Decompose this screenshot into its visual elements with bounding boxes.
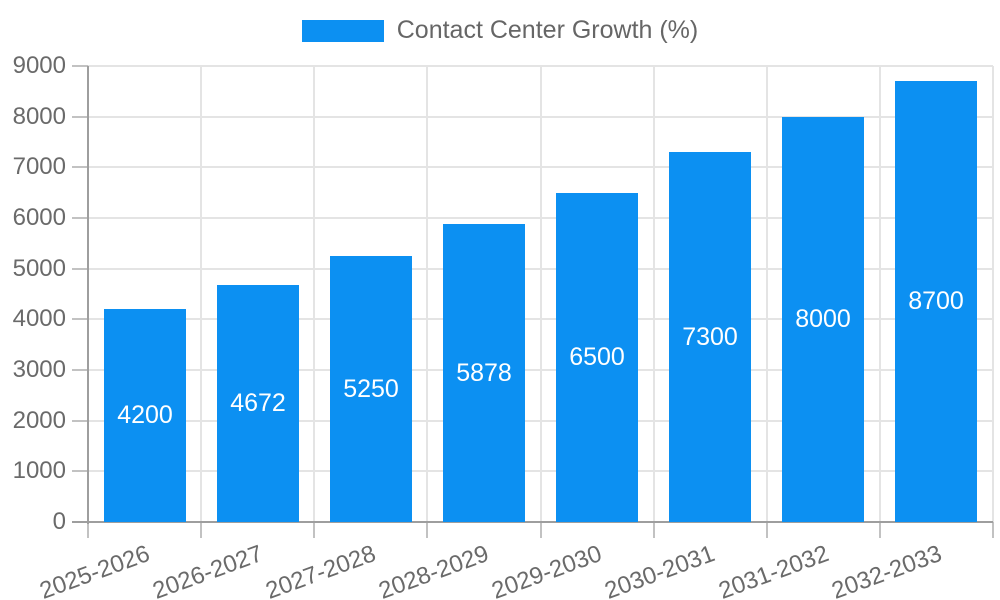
y-tick-mark bbox=[72, 470, 88, 473]
bar-value-label: 6500 bbox=[569, 343, 625, 371]
y-tick-mark bbox=[72, 267, 88, 270]
bar-value-label: 7300 bbox=[682, 322, 738, 351]
legend-label: Contact Center Growth (%) bbox=[396, 16, 699, 44]
bar[interactable]: 4200 bbox=[104, 309, 186, 522]
y-axis-line bbox=[87, 66, 89, 524]
y-tick-label: 0 bbox=[52, 508, 66, 535]
bar-value-label: 8700 bbox=[908, 287, 964, 315]
y-tick-label: 9000 bbox=[12, 52, 66, 79]
bar-value-label: 5250 bbox=[343, 374, 399, 403]
x-tick-label: 2031-2032 bbox=[714, 540, 832, 600]
y-tick-mark bbox=[72, 419, 88, 422]
x-tick-label: 2029-2030 bbox=[488, 540, 606, 600]
y-tick-label: 2000 bbox=[12, 406, 66, 434]
x-tick-mark bbox=[539, 522, 542, 538]
x-axis-line bbox=[72, 521, 993, 523]
bar[interactable]: 6500 bbox=[556, 193, 638, 522]
x-tick-mark bbox=[652, 522, 655, 538]
x-tick-mark bbox=[878, 522, 881, 538]
x-tick-label: 2030-2031 bbox=[601, 540, 719, 600]
x-tick-mark bbox=[313, 522, 316, 538]
y-tick-mark bbox=[72, 65, 88, 67]
y-tick-label: 6000 bbox=[12, 204, 66, 231]
y-tick-label: 4000 bbox=[12, 305, 66, 333]
bar[interactable]: 8700 bbox=[895, 81, 977, 522]
bar-value-label: 8000 bbox=[795, 305, 851, 333]
y-tick-mark bbox=[72, 166, 88, 169]
x-tick-label: 2025-2026 bbox=[36, 540, 154, 600]
bar[interactable]: 7300 bbox=[669, 152, 751, 522]
bar[interactable]: 5878 bbox=[443, 224, 525, 522]
y-tick-mark bbox=[72, 115, 88, 118]
x-tick-mark bbox=[992, 522, 994, 538]
x-gridline bbox=[878, 66, 881, 522]
y-tick-label: 8000 bbox=[12, 102, 66, 130]
y-tick-label: 3000 bbox=[12, 356, 66, 383]
x-tick-mark bbox=[87, 522, 89, 538]
x-gridline bbox=[200, 66, 203, 522]
x-gridline bbox=[652, 66, 655, 522]
legend-swatch-icon bbox=[301, 19, 384, 42]
x-tick-label: 2027-2028 bbox=[262, 540, 380, 600]
x-gridline bbox=[313, 66, 316, 522]
x-tick-label: 2026-2027 bbox=[149, 540, 267, 600]
x-gridline bbox=[539, 66, 542, 522]
x-gridline bbox=[426, 66, 429, 522]
x-tick-mark bbox=[200, 522, 203, 538]
x-gridline bbox=[765, 66, 768, 522]
bar-value-label: 5878 bbox=[456, 358, 512, 387]
y-tick-mark bbox=[72, 217, 88, 219]
y-tick-label: 1000 bbox=[12, 457, 66, 485]
x-tick-mark bbox=[765, 522, 768, 538]
x-tick-mark bbox=[426, 522, 429, 538]
x-tick-label: 2032-2033 bbox=[827, 540, 945, 600]
y-tick-label: 7000 bbox=[12, 153, 66, 181]
bar[interactable]: 8000 bbox=[782, 117, 864, 522]
y-tick-mark bbox=[72, 369, 88, 371]
y-tick-label: 5000 bbox=[12, 254, 66, 282]
x-tick-label: 2028-2029 bbox=[375, 540, 493, 600]
bar-value-label: 4200 bbox=[117, 401, 173, 429]
bar-value-label: 4672 bbox=[230, 389, 286, 417]
x-gridline bbox=[992, 66, 994, 522]
bar[interactable]: 5250 bbox=[330, 256, 412, 522]
bar[interactable]: 4672 bbox=[217, 285, 299, 522]
legend-item[interactable]: Contact Center Growth (%) bbox=[0, 18, 1000, 43]
y-tick-mark bbox=[72, 318, 88, 321]
